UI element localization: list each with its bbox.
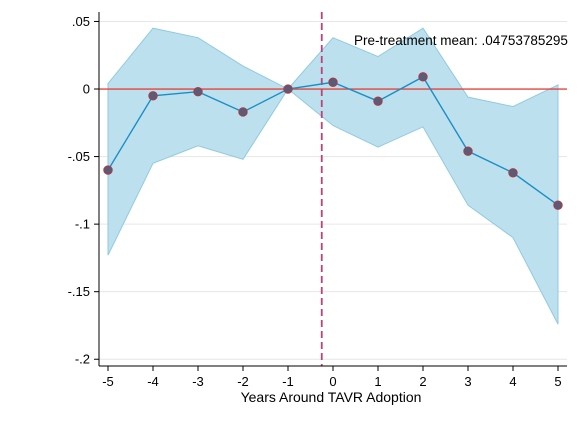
y-tick-labels: .05 0 -.05 -.1 -.15 -.2	[68, 14, 90, 367]
data-point	[238, 107, 248, 117]
y-tick-label: -.15	[68, 284, 90, 299]
data-point	[103, 165, 113, 175]
data-point	[508, 168, 518, 178]
x-tick-label: -1	[282, 374, 294, 389]
y-tick-label: -.2	[75, 352, 90, 367]
x-tick-labels: -5 -4 -3 -2 -1 0 1 2 3 4 5	[102, 374, 561, 389]
x-axis-title: Years Around TAVR Adoption	[241, 389, 422, 405]
x-tick-label: 1	[374, 374, 381, 389]
series-markers	[103, 72, 563, 210]
x-tick-label: 5	[554, 374, 561, 389]
x-tick-label: 4	[509, 374, 516, 389]
x-tick-label: 2	[419, 374, 426, 389]
y-tick-label: -.05	[68, 149, 90, 164]
y-tick-label: .05	[72, 14, 90, 29]
data-point	[373, 96, 383, 106]
x-tick-label: -2	[237, 374, 249, 389]
data-point	[283, 84, 293, 94]
data-point	[193, 87, 203, 97]
x-tick-label: -5	[102, 374, 114, 389]
axes	[94, 12, 567, 371]
y-tick-label: 0	[83, 82, 90, 97]
data-point	[148, 91, 158, 101]
reference-lines	[99, 12, 567, 366]
data-point	[553, 200, 563, 210]
x-tick-label: -4	[147, 374, 159, 389]
pre-treatment-mean-annotation: Pre-treatment mean: .04753785295	[354, 33, 568, 48]
x-tick-label: -3	[192, 374, 204, 389]
data-point	[328, 77, 338, 87]
x-tick-label: 3	[464, 374, 471, 389]
y-tick-label: -.1	[75, 217, 90, 232]
data-point	[463, 146, 473, 156]
x-tick-label: 0	[329, 374, 336, 389]
data-point	[418, 72, 428, 82]
